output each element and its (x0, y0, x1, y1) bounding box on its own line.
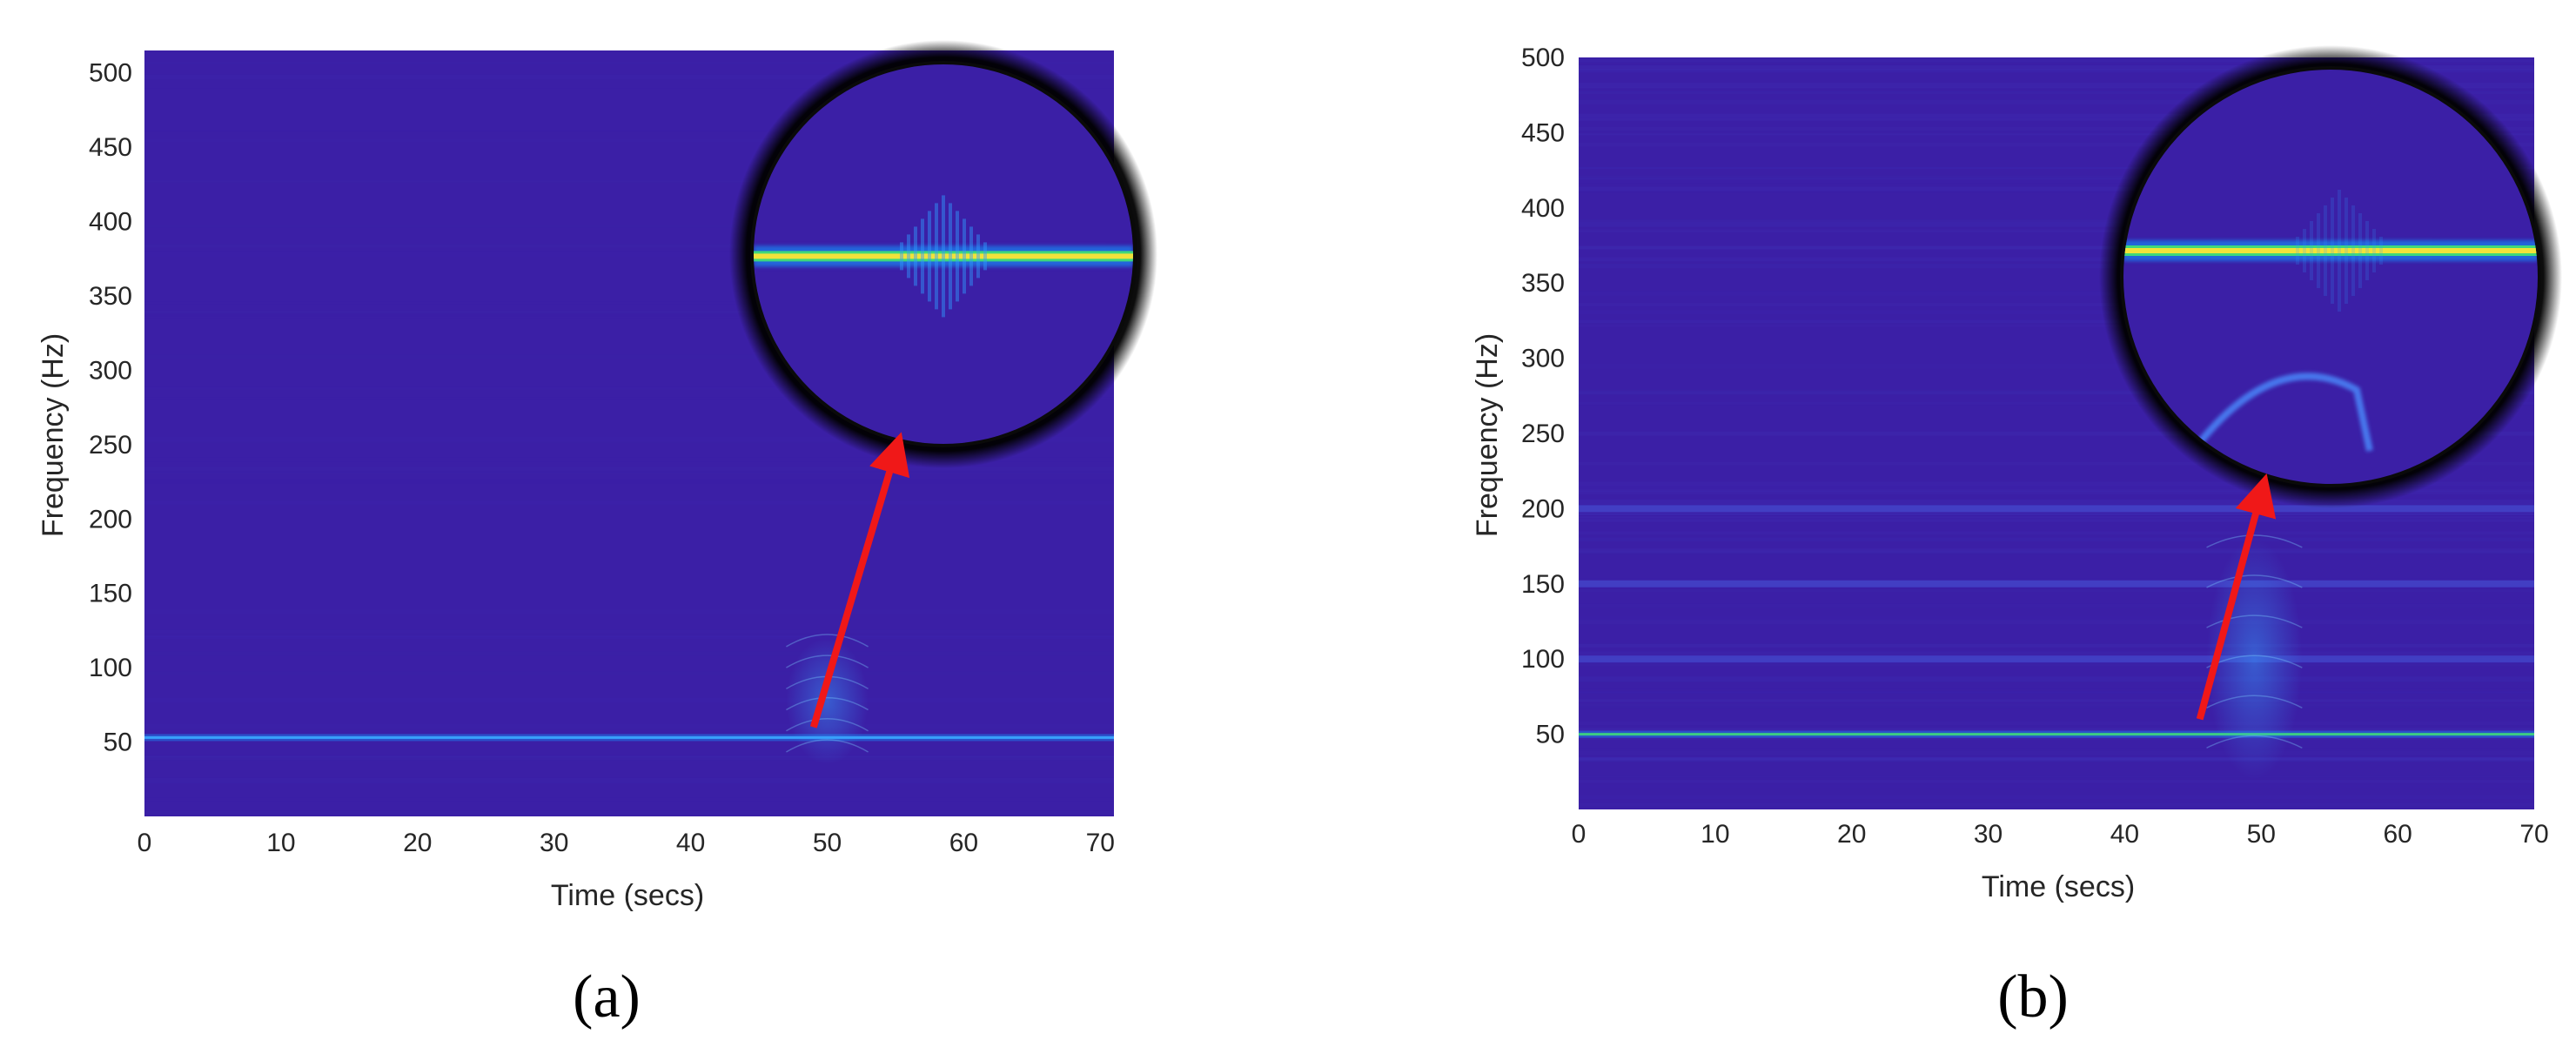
panel-b-y-axis-label: Frequency (Hz) (1471, 333, 1504, 537)
panel-b-zoomed-band (2123, 240, 2538, 261)
panel-b-zoom-lens (2099, 45, 2562, 508)
panel-a-plot-area (144, 40, 1157, 816)
panel-a-y-tick-label: 300 (89, 356, 132, 385)
panel-a-x-tick-label: 40 (676, 829, 705, 857)
panel-a-noise-texture (144, 74, 1114, 783)
panel-b-band-100hz (1579, 655, 2534, 663)
panel-a-y-tick-label: 250 (89, 431, 132, 460)
panel-b-x-tick-label: 40 (2110, 820, 2139, 849)
panel-b-x-tick-label: 0 (1572, 820, 1587, 849)
panel-b-x-tick-label: 50 (2247, 820, 2276, 849)
panel-b-y-tick-label: 400 (1521, 194, 1565, 223)
panel-b-zoomed-burst (2296, 190, 2383, 312)
panel-a-burst (786, 634, 869, 765)
panel-a-x-tick-label: 30 (540, 829, 568, 857)
panel-b-y-tick-label: 300 (1521, 345, 1565, 373)
panel-a-x-axis-label: Time (secs) (551, 879, 704, 912)
panel-a-y-tick-label: 500 (89, 59, 132, 88)
panel-b-band-50hz (1579, 730, 2534, 738)
panel-a-x-tick-label: 60 (949, 829, 978, 857)
panel-b-arrow (2196, 473, 2277, 721)
panel-b-noise-texture (1579, 58, 2534, 807)
panel-a-zoomed-band (754, 245, 1133, 267)
panel-a-zoomed-burst (900, 195, 987, 318)
panel-b-band-200hz (1579, 505, 2534, 513)
panel-b-x-tick-label: 60 (2383, 820, 2412, 849)
panel-b-x-tick-label: 20 (1837, 820, 1866, 849)
panel-a-y-axis-label: Frequency (Hz) (37, 333, 70, 537)
panel-b-label: (b) (1997, 963, 2069, 1031)
panel-a-y-tick-label: 400 (89, 208, 132, 237)
panel-b-x-tick-label: 30 (1974, 820, 2002, 849)
panel-b-zoomed-arc (2197, 373, 2373, 452)
panel-a-band-53hz (144, 734, 1114, 742)
panel-a-x-ticks: 0 10 20 30 40 50 60 70 (138, 829, 1115, 857)
panel-a-zoom-lens (729, 40, 1157, 468)
panel-a-y-tick-label: 450 (89, 133, 132, 162)
panel-b-plot-area (1579, 45, 2562, 809)
panel-a-x-tick-label: 70 (1086, 829, 1115, 857)
panel-b-x-tick-label: 70 (2519, 820, 2548, 849)
panel-a-y-tick-label: 100 (89, 654, 132, 682)
panel-a-x-tick-label: 0 (138, 829, 152, 857)
panel-b-y-tick-label: 100 (1521, 645, 1565, 674)
panel-b-y-tick-label: 450 (1521, 118, 1565, 147)
panel-b-y-ticks: 50 100 150 200 250 300 350 400 450 500 (1521, 44, 1565, 749)
panel-a-x-tick-label: 10 (266, 829, 295, 857)
panel-b-y-tick-label: 50 (1536, 721, 1565, 749)
panel-b-x-tick-label: 10 (1701, 820, 1729, 849)
panel-a-chart: 50 100 150 200 250 300 350 400 450 500 0 10 20 30 40 5… (37, 40, 1157, 1031)
panel-a-y-tick-label: 50 (104, 728, 132, 757)
panel-b-x-axis-label: Time (secs) (1982, 870, 2135, 903)
panel-b-y-tick-label: 250 (1521, 420, 1565, 448)
panel-b-y-tick-label: 350 (1521, 269, 1565, 298)
panel-b-y-tick-label: 150 (1521, 570, 1565, 599)
panel-b-y-tick-label: 500 (1521, 44, 1565, 72)
panel-a-x-tick-label: 50 (813, 829, 842, 857)
panel-b-x-ticks: 0 10 20 30 40 50 60 70 (1572, 820, 2549, 849)
panel-b-band-150hz (1579, 580, 2534, 587)
panel-a-y-tick-label: 350 (89, 282, 132, 311)
panel-b-y-tick-label: 200 (1521, 494, 1565, 523)
panel-a-arrow (809, 432, 910, 728)
panel-a-label: (a) (573, 963, 641, 1031)
panel-a-y-ticks: 50 100 150 200 250 300 350 400 450 500 (89, 59, 132, 757)
panel-a-y-tick-label: 150 (89, 580, 132, 608)
panel-a-x-tick-label: 20 (403, 829, 432, 857)
panel-b-chart: 50 100 150 200 250 300 350 400 450 500 0 10 20 30 40 5… (1471, 44, 2562, 1031)
panel-a-y-tick-label: 200 (89, 505, 132, 534)
